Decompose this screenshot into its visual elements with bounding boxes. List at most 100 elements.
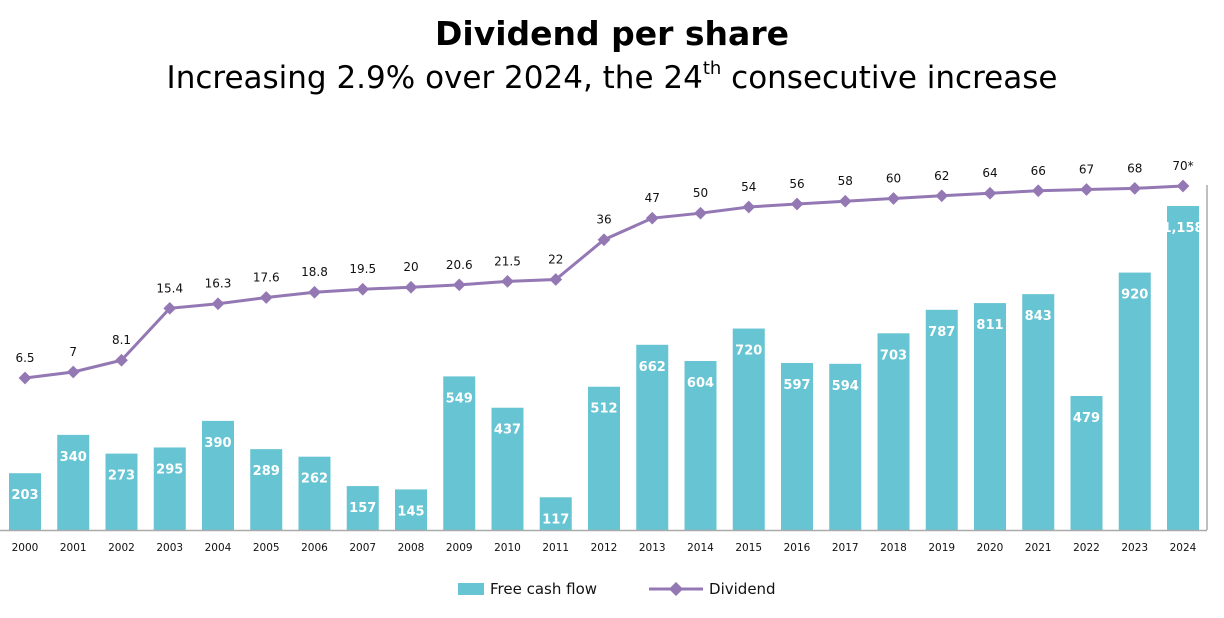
dividend-label-2000: 6.5 [15,351,34,365]
x-tick-label-2008: 2008 [398,542,425,554]
x-tick-label-2023: 2023 [1121,542,1148,554]
dividend-marker-2002 [115,353,128,367]
bar-label-2019: 787 [928,325,955,340]
bar-2022 [1070,395,1103,530]
dividend-marker-2016 [790,197,804,211]
bar-2010 [491,407,524,530]
dividend-marker-2015 [742,200,756,214]
dividend-marker-2017 [838,194,852,208]
dividend-label-2007: 19.5 [349,262,376,276]
bar-2019 [925,309,958,530]
x-tick-label-2024: 2024 [1170,542,1197,554]
dividend-marker-2022 [1080,183,1093,196]
dividend-label-2014: 50 [693,186,708,200]
dividend-marker-2008 [404,280,418,294]
bar-2011 [539,497,572,530]
bar-2024 [1167,206,1199,530]
bar-label-2002: 273 [108,469,135,484]
dividend-label-2019: 62 [934,169,949,183]
x-tick-label-2009: 2009 [446,542,473,554]
bar-label-2008: 145 [397,504,424,519]
bar-2017 [829,363,862,530]
x-tick-label-2019: 2019 [928,542,955,554]
x-tick-label-2000: 2000 [12,542,39,554]
legend-swatch-line [649,582,704,596]
x-tick-label-2011: 2011 [542,542,569,554]
bar-2005 [250,449,283,530]
legend-item-dividend: Dividend [649,580,776,598]
dividend-label-2013: 47 [645,191,660,205]
legend-label: Dividend [709,580,776,598]
x-tick-label-2020: 2020 [977,542,1004,554]
x-tick-label-2007: 2007 [349,542,376,554]
bar-label-2013: 662 [639,360,666,375]
bar-2018 [877,333,910,530]
bar-label-2018: 703 [880,348,907,363]
bar-label-2022: 479 [1073,411,1100,426]
legend-swatch-bar [458,583,484,595]
bar-label-2020: 811 [976,318,1003,333]
bar-2014 [684,361,717,530]
bar-2001 [57,434,90,530]
dividend-label-2012: 36 [596,213,611,227]
dividend-label-2016: 56 [789,177,804,191]
legend-item-free-cash-flow: Free cash flow [458,580,597,598]
dividend-marker-2019 [935,189,949,203]
dividend-marker-2020 [983,186,997,200]
dividend-label-2003: 15.4 [156,281,183,295]
bar-label-2021: 843 [1025,309,1052,324]
chart-title: Dividend per share [435,14,789,53]
bar-2016 [781,362,813,530]
x-tick-label-2010: 2010 [494,542,521,554]
legend-label: Free cash flow [490,580,598,598]
bar-label-2023: 920 [1121,288,1148,303]
dividend-label-2009: 20.6 [446,258,473,272]
dividend-label-2021: 66 [1031,164,1046,178]
chart-subtitle: Increasing 2.9% over 2024, the 24th cons… [0,58,1224,96]
bar-label-2017: 594 [832,379,859,394]
dividend-label-2002: 8.1 [112,333,131,347]
bar-label-2010: 437 [494,423,521,438]
subtitle-text-end: consecutive increase [721,60,1058,96]
subtitle-text: Increasing 2.9% over 2024, the 24 [166,60,703,96]
chart-legend: Free cash flow Dividend [458,580,776,598]
dividend-label-2004: 16.3 [205,277,232,291]
dividend-marker-2023 [1128,181,1142,195]
dividend-marker-2021 [1031,184,1045,198]
bar-label-2006: 262 [301,472,328,487]
dividend-marker-2007 [356,282,370,296]
bar-label-2005: 289 [253,464,280,479]
x-tick-label-2002: 2002 [108,542,135,554]
dividend-label-2010: 21.5 [494,254,521,268]
dividend-label-2011: 22 [548,253,563,267]
bar-label-2000: 203 [11,488,38,503]
x-tick-label-2012: 2012 [591,542,618,554]
bar-2021 [1022,294,1055,530]
x-tick-label-2018: 2018 [880,542,907,554]
bar-2015 [732,328,765,530]
x-tick-label-2016: 2016 [784,542,811,554]
subtitle-superscript: th [702,58,722,79]
dividend-marker-2018 [887,192,900,205]
dividend-label-2020: 64 [982,166,997,180]
chart-plot: 203 2000 340 2001 273 2002 295 2003 390 2004 289 20… [0,159,1208,554]
dividend-label-2024: 70* [1172,159,1193,173]
bar-label-2009: 549 [446,391,473,406]
bar-label-2003: 295 [156,462,183,477]
x-tick-label-2006: 2006 [301,542,328,554]
dividend-label-2006: 18.8 [301,265,328,279]
x-tick-label-2004: 2004 [205,542,232,554]
bar-label-2014: 604 [687,376,714,391]
dividend-label-2023: 68 [1127,161,1142,175]
bar-label-2004: 390 [204,436,231,451]
bar-2009 [443,376,476,530]
dividend-marker-2013 [645,211,659,225]
dividend-marker-2000 [18,371,32,385]
x-tick-label-2005: 2005 [253,542,280,554]
dividend-label-2015: 54 [741,180,756,194]
bar-2012 [588,386,620,530]
bar-2020 [974,303,1006,530]
dividend-label-2008: 20 [403,260,418,274]
dividend-label-2022: 67 [1079,163,1094,177]
x-tick-label-2001: 2001 [60,542,87,554]
